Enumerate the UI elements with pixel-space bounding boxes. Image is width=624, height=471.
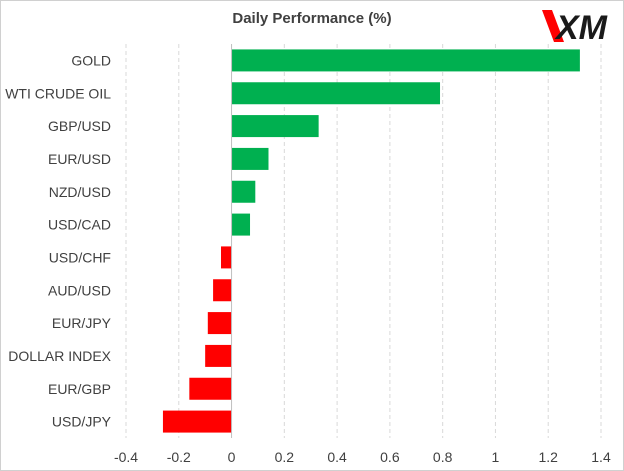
xm-logo-icon: XM xyxy=(542,9,608,47)
x-tick-label: 1.4 xyxy=(591,449,611,465)
chart-title: Daily Performance (%) xyxy=(232,10,392,27)
xm-logo-accent xyxy=(542,10,564,42)
category-label: GOLD xyxy=(71,52,111,68)
category-label: EUR/USD xyxy=(48,151,111,167)
x-tick-label: 0.6 xyxy=(380,449,400,465)
category-label: AUD/USD xyxy=(48,282,111,298)
bar xyxy=(207,312,232,335)
category-label: USD/CHF xyxy=(49,249,111,265)
bar xyxy=(231,82,441,105)
x-tick-label: -0.2 xyxy=(167,449,191,465)
bar xyxy=(231,147,269,170)
category-label: GBP/USD xyxy=(48,118,111,134)
bar xyxy=(189,377,232,400)
x-tick-label: -0.4 xyxy=(114,449,138,465)
category-labels: GOLD WTI CRUDE OIL GBP/USD EUR/USD NZD/USD US… xyxy=(5,52,111,429)
bar xyxy=(205,344,232,367)
x-tick-label: 0.2 xyxy=(275,449,295,465)
xm-logo-text: XM xyxy=(554,9,608,46)
x-tick-label: 0.8 xyxy=(433,449,453,465)
bar xyxy=(231,213,251,236)
bar xyxy=(221,246,232,269)
category-label: WTI CRUDE OIL xyxy=(5,85,111,101)
bar xyxy=(162,410,232,433)
grid-lines xyxy=(125,44,602,438)
bar xyxy=(231,49,580,72)
category-label: EUR/GBP xyxy=(48,381,111,397)
bars xyxy=(162,49,580,433)
tick-labels: -0.4 -0.2 0 0.2 0.4 0.6 0.8 1 1.2 1.4 xyxy=(114,449,611,465)
category-label: EUR/JPY xyxy=(52,315,112,331)
bar xyxy=(231,180,256,203)
category-label: USD/CAD xyxy=(48,217,111,233)
x-tick-label: 0.4 xyxy=(327,449,347,465)
category-label: NZD/USD xyxy=(49,184,111,200)
x-tick-label: 1.2 xyxy=(538,449,558,465)
category-label: DOLLAR INDEX xyxy=(8,348,111,364)
xm-logo: XM xyxy=(538,6,618,47)
x-tick-label: 0 xyxy=(228,449,236,465)
bar xyxy=(231,115,319,138)
category-label: USD/JPY xyxy=(52,414,112,430)
bar xyxy=(213,279,232,302)
x-tick-label: 1 xyxy=(492,449,500,465)
